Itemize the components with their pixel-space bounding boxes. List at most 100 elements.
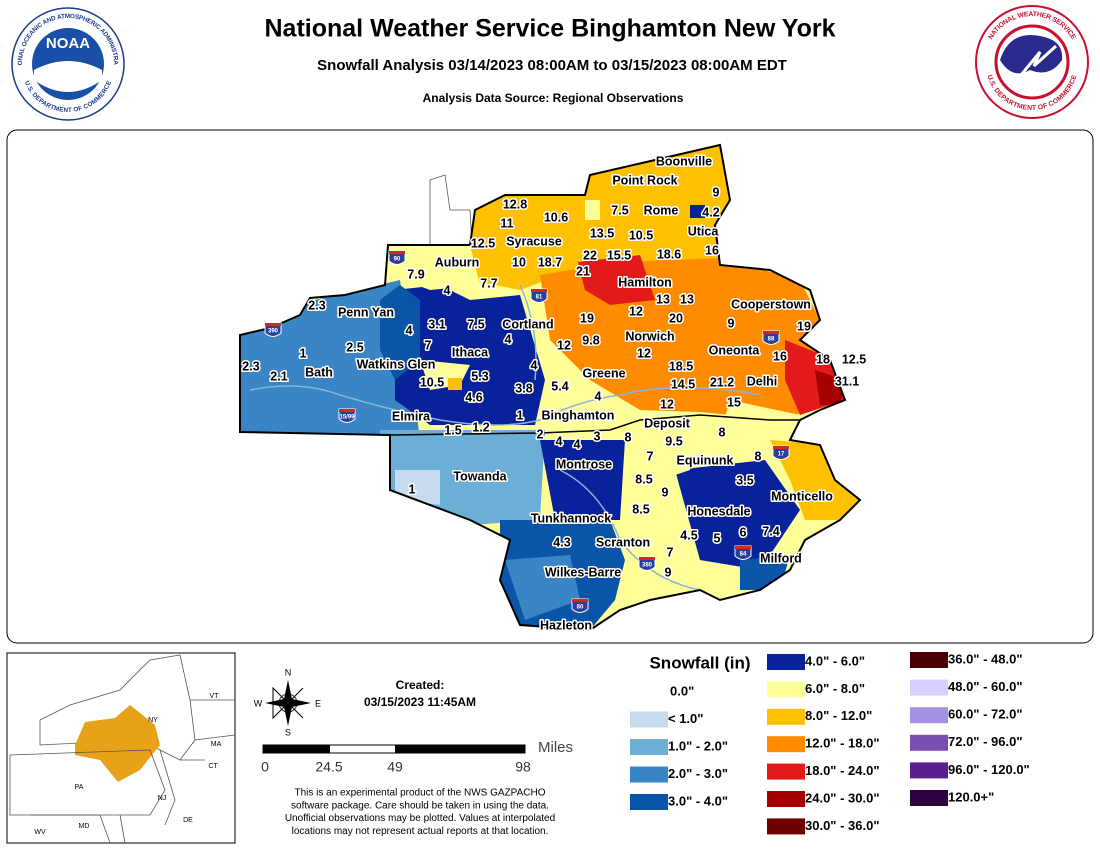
observation-value: 4 [595, 389, 602, 403]
observation-value: 15.5 [607, 248, 631, 262]
highway-shield-top [763, 331, 779, 334]
place-label: Ithaca [452, 345, 489, 359]
inset-state-label: MD [79, 823, 90, 830]
title: National Weather Service Binghamton New … [265, 15, 836, 43]
compass-point [265, 699, 288, 707]
observation-value: 10.5 [629, 228, 653, 242]
inset-state-label: PA [75, 784, 84, 791]
legend-swatch [630, 739, 668, 755]
inset-border [30, 814, 126, 844]
observation-value: 18 [816, 352, 830, 366]
place-label: Rome [644, 203, 679, 217]
observation-value: 13.5 [590, 226, 614, 240]
compass-diagonal [272, 686, 304, 720]
observation-value: 19 [580, 311, 594, 325]
scale-tick-label: 49 [387, 759, 403, 775]
scale-tick-label: 0 [261, 759, 269, 775]
highway-shield [264, 322, 282, 337]
legend-label: 12.0" - 18.0" [805, 736, 879, 751]
observation-value: 12.5 [842, 352, 866, 366]
observation-value: 7.9 [407, 267, 424, 281]
observation-value: 12.8 [503, 197, 527, 211]
legend-swatch [767, 681, 805, 698]
observation-value: 9.5 [665, 434, 682, 448]
subtitle: Snowfall Analysis 03/14/2023 08:00AM to … [317, 57, 787, 74]
inset-map: VT NY MA CT PA NJ MD WV DE [6, 652, 236, 844]
observation-value: 4.6 [465, 390, 482, 404]
observation-value: 4 [444, 283, 451, 297]
legend-swatch [910, 707, 948, 724]
observation-value: 16 [773, 349, 787, 363]
highway-shield [338, 408, 356, 423]
place-label: Point Rock [612, 173, 677, 187]
noaa-text: NOAA [46, 35, 90, 52]
observation-value: 4 [556, 434, 563, 448]
highway-label: 17 [778, 452, 785, 458]
highway-label: 88 [768, 337, 775, 343]
highway-shield [762, 330, 780, 345]
observation-value: 14.5 [671, 377, 695, 391]
legend-swatch [630, 711, 668, 728]
highway-shield [638, 556, 656, 571]
highway-shield-top [389, 251, 405, 254]
compass-point [288, 699, 311, 707]
observation-value: 12 [629, 304, 643, 318]
observation-value: 2.5 [346, 340, 363, 354]
compass-ring [278, 693, 298, 713]
legend-swatch [767, 763, 805, 780]
inset-state-label: CT [208, 763, 218, 770]
disclaimer-line: software package. Care should be taken i… [291, 800, 549, 811]
inset-state-label: MA [211, 741, 222, 748]
scale-segment [395, 745, 525, 753]
observation-value: 4.5 [680, 528, 697, 542]
place-label: Greene [582, 366, 625, 380]
scale-bar: Miles [262, 739, 573, 756]
observation-value: 12 [660, 397, 674, 411]
place-label: Watkins Glen [357, 357, 436, 371]
highway-label: 90 [394, 257, 401, 263]
highway-label: 80 [577, 605, 584, 611]
observation-value: 9.8 [582, 333, 599, 347]
inset-region [75, 705, 160, 782]
place-label: Montrose [556, 457, 612, 471]
inset-state-label: WV [34, 829, 46, 836]
observation-value: 1 [300, 346, 307, 360]
inset-state-label: NJ [158, 795, 167, 802]
observation-value: 4 [531, 358, 538, 372]
place-label: Delhi [747, 374, 778, 388]
observation-value: 7.5 [611, 203, 628, 217]
observation-value: 7 [425, 338, 432, 352]
legend-label: 2.0" - 3.0" [668, 766, 728, 781]
highway-label: 84 [740, 552, 747, 558]
snow-zone [585, 200, 600, 220]
legend-swatch [630, 794, 668, 810]
observation-value: 3.8 [515, 381, 532, 395]
observation-value: 8 [755, 449, 762, 463]
observation-value: 2.3 [242, 359, 259, 373]
snow-zone [578, 255, 655, 305]
snow-zone [690, 205, 705, 218]
observation-value: 9 [662, 485, 669, 499]
highway-label: 390 [268, 329, 279, 335]
observation-value: 18.5 [669, 359, 693, 373]
legend-swatch [767, 818, 805, 835]
observation-value: 10.5 [420, 375, 444, 389]
created-label: Created: [396, 678, 445, 692]
place-label: Tunkhannock [531, 511, 611, 525]
legend-label: 96.0" - 120.0" [948, 762, 1030, 777]
observation-value: 20 [669, 311, 683, 325]
observation-value: 22 [583, 248, 597, 262]
snow-zone [505, 555, 580, 620]
observation-value: 7 [647, 449, 654, 463]
observation-value: 12 [557, 338, 571, 352]
scale-ticks: 0 24.5 49 98 [261, 759, 531, 775]
snow-zone [675, 460, 800, 570]
place-label: Monticello [771, 489, 833, 503]
observation-value: 7.7 [480, 276, 497, 290]
compass-point [284, 703, 292, 726]
observation-value: 2.3 [308, 298, 325, 312]
observation-value: 7 [667, 545, 674, 559]
inset-state-label: DE [183, 817, 193, 824]
